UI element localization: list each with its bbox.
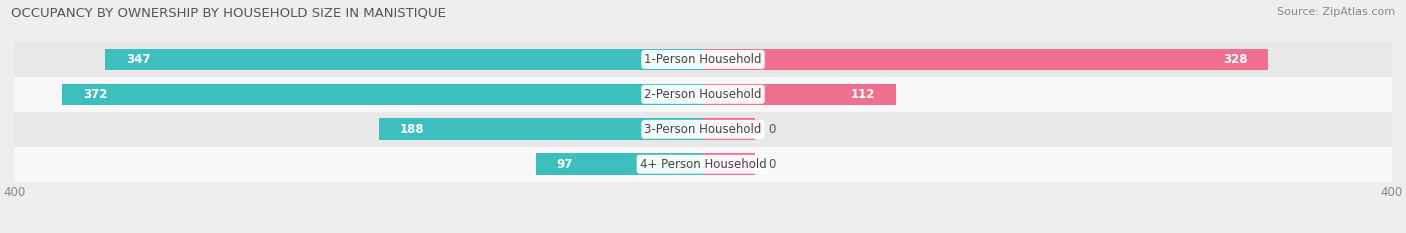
Bar — [703, 153, 755, 175]
Bar — [14, 77, 1392, 112]
Text: 4+ Person Household: 4+ Person Household — [640, 158, 766, 171]
Bar — [105, 49, 703, 70]
Text: OCCUPANCY BY OWNERSHIP BY HOUSEHOLD SIZE IN MANISTIQUE: OCCUPANCY BY OWNERSHIP BY HOUSEHOLD SIZE… — [11, 7, 446, 20]
Bar — [14, 42, 1392, 77]
Text: 112: 112 — [851, 88, 875, 101]
Text: 0: 0 — [769, 158, 776, 171]
Text: 3-Person Household: 3-Person Household — [644, 123, 762, 136]
Bar — [536, 153, 703, 175]
Bar — [380, 118, 703, 140]
Text: 1-Person Household: 1-Person Household — [644, 53, 762, 66]
Bar — [703, 118, 755, 140]
Bar — [14, 112, 1392, 147]
Bar — [703, 83, 896, 105]
Text: 188: 188 — [399, 123, 425, 136]
Text: 0: 0 — [769, 123, 776, 136]
Text: Source: ZipAtlas.com: Source: ZipAtlas.com — [1277, 7, 1395, 17]
Bar — [62, 83, 703, 105]
Text: 2-Person Household: 2-Person Household — [644, 88, 762, 101]
Text: 328: 328 — [1223, 53, 1247, 66]
Text: 97: 97 — [557, 158, 574, 171]
Text: 372: 372 — [83, 88, 107, 101]
Text: 347: 347 — [127, 53, 150, 66]
Bar — [703, 49, 1268, 70]
Bar — [14, 147, 1392, 182]
